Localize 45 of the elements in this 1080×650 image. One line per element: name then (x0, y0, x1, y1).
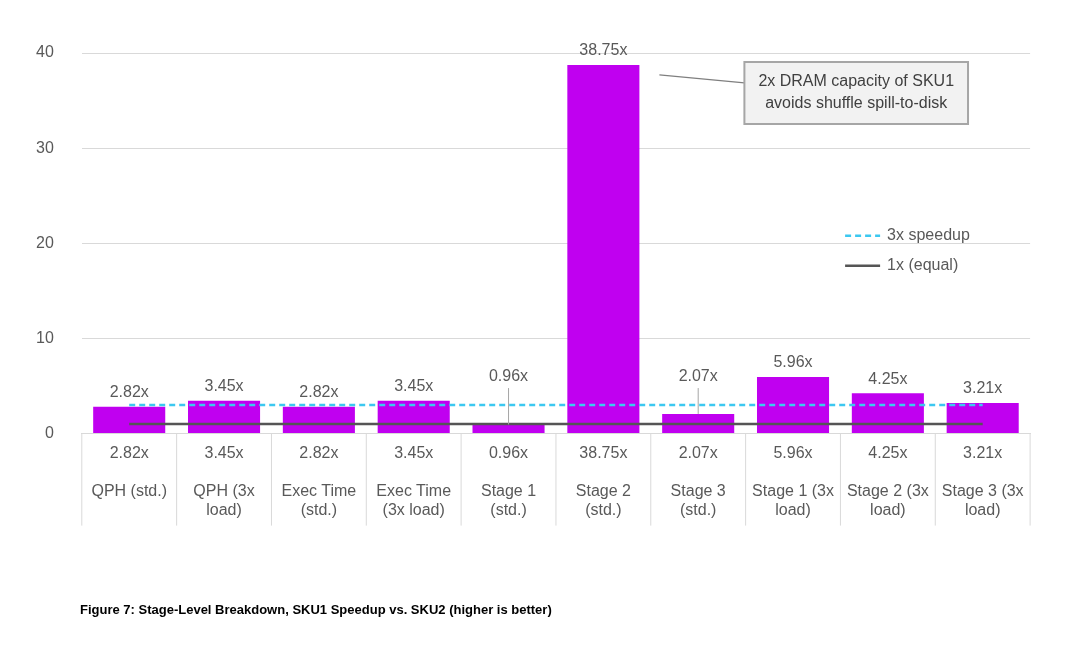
y-tick-label: 30 (36, 138, 54, 156)
text: Figure 7: Stage-Level Breakdown, SKU1 Speedup vs. SKU2 (higher is better) (80, 602, 553, 617)
x-tick-label: QPH (3x load) (193, 481, 255, 518)
bar (282, 406, 355, 434)
data-label: 3.45x (204, 444, 244, 462)
y-tick-label: 40 (36, 43, 54, 61)
data-label: 3.21x (963, 444, 1003, 462)
x-tick-label: Stage 3 (std.) (670, 481, 726, 518)
data-label: 2.82x (109, 444, 149, 462)
data-label: 5.96x (773, 444, 813, 462)
legend-label: 3x speedup (887, 226, 970, 244)
y-tick-label: 20 (36, 233, 54, 251)
x-tick-label: Exec Time (3x load) (376, 481, 452, 518)
data-label: 3.45x (394, 444, 434, 462)
text: 0.96x (488, 367, 529, 385)
x-tick-label: Stage 1 (std.) (480, 481, 537, 518)
x-tick-label: Stage 2 (std.) (575, 481, 632, 518)
x-tick-label: Stage 2 (3x load) (846, 481, 929, 518)
y-tick-label: 10 (36, 328, 54, 346)
x-tick-label: Stage 1 (3x load) (752, 481, 834, 518)
data-label: 38.75x (579, 444, 628, 462)
data-label: 4.25x (868, 444, 908, 462)
text: 3.21x (963, 379, 1003, 397)
y-tick-label: 0 (44, 424, 54, 442)
text: 3.45x (204, 377, 244, 395)
bar (946, 403, 1019, 434)
x-tick-label: Stage 3 (3x load) (941, 481, 1024, 518)
bar (756, 376, 830, 434)
text: 3.45x (394, 377, 434, 395)
text: 2.82x (299, 383, 339, 401)
annotation: 2x DRAM capacity of SKU1 avoids shuffle spill-to-disk (758, 72, 955, 112)
text: 38.75x (579, 41, 628, 59)
bar (851, 393, 924, 434)
data-label: 0.96x (488, 444, 529, 462)
data-label: 2.07x (678, 444, 718, 462)
text: 5.96x (773, 353, 813, 371)
text: 2.82x (109, 383, 149, 401)
bar (567, 64, 640, 434)
text: 4.25x (868, 369, 908, 387)
bar (93, 406, 166, 434)
text: 2.07x (678, 367, 718, 385)
legend-label: 1x (equal) (887, 256, 959, 274)
x-tick-label: Exec Time (std.) (281, 481, 357, 518)
x-tick-label: QPH (std.) (91, 481, 167, 499)
data-label: 2.82x (299, 444, 339, 462)
